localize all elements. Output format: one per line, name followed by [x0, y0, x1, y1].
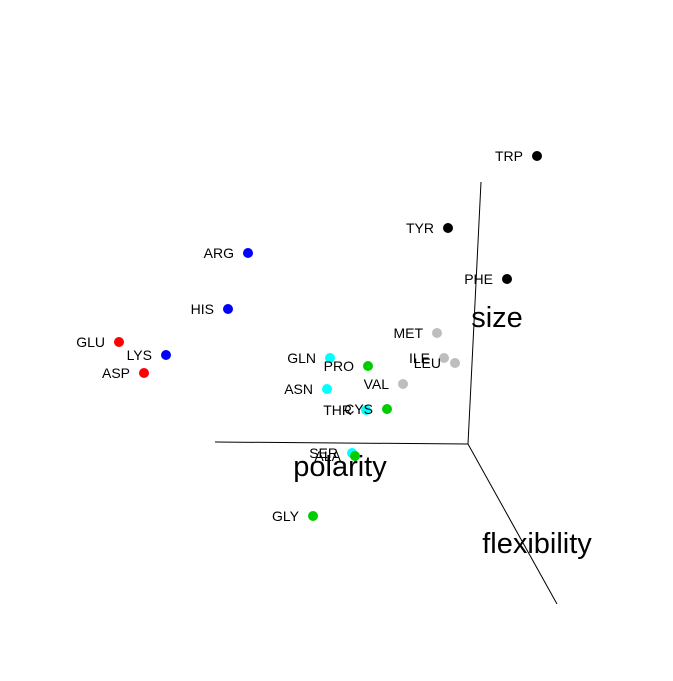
- point-label-tyr: TYR: [406, 220, 434, 236]
- axis-label-z: size: [471, 302, 523, 334]
- point-label-phe: PHE: [464, 271, 493, 287]
- point-his: [223, 304, 233, 314]
- point-met: [432, 328, 442, 338]
- point-phe: [502, 274, 512, 284]
- point-label-pro: PRO: [324, 358, 354, 374]
- point-asp: [139, 368, 149, 378]
- point-label-arg: ARG: [204, 245, 234, 261]
- axis-line-x: [214, 441, 469, 445]
- point-asn: [322, 384, 332, 394]
- axis-line-y: [467, 443, 558, 605]
- point-label-met: MET: [393, 325, 423, 341]
- point-lys: [161, 350, 171, 360]
- point-label-ser: SER: [309, 445, 338, 461]
- point-leu: [450, 358, 460, 368]
- point-label-glu: GLU: [76, 334, 105, 350]
- point-pro: [363, 361, 373, 371]
- point-ile: [439, 353, 449, 363]
- point-label-his: HIS: [191, 301, 214, 317]
- point-glu: [114, 337, 124, 347]
- point-label-ile: ILE: [409, 350, 430, 366]
- point-arg: [243, 248, 253, 258]
- point-cys: [382, 404, 392, 414]
- point-thr: [361, 405, 371, 415]
- point-tyr: [443, 223, 453, 233]
- point-label-asp: ASP: [102, 365, 130, 381]
- point-label-thr: THR: [323, 402, 352, 418]
- point-label-leu: LEU: [414, 355, 441, 371]
- point-trp: [532, 151, 542, 161]
- point-label-gln: GLN: [287, 350, 316, 366]
- point-gly: [308, 511, 318, 521]
- axis-label-y: flexibility: [482, 528, 592, 560]
- point-label-lys: LYS: [127, 347, 152, 363]
- point-label-val: VAL: [364, 376, 390, 392]
- point-label-ala: ALA: [315, 448, 342, 464]
- point-ala: [350, 451, 360, 461]
- point-gln: [325, 353, 335, 363]
- point-label-asn: ASN: [284, 381, 313, 397]
- point-label-gly: GLY: [272, 508, 300, 524]
- point-label-cys: CYS: [344, 401, 373, 417]
- point-label-trp: TRP: [495, 148, 523, 164]
- axis-line-z: [467, 181, 482, 445]
- point-val: [398, 379, 408, 389]
- axis-label-x: polarity: [293, 451, 387, 483]
